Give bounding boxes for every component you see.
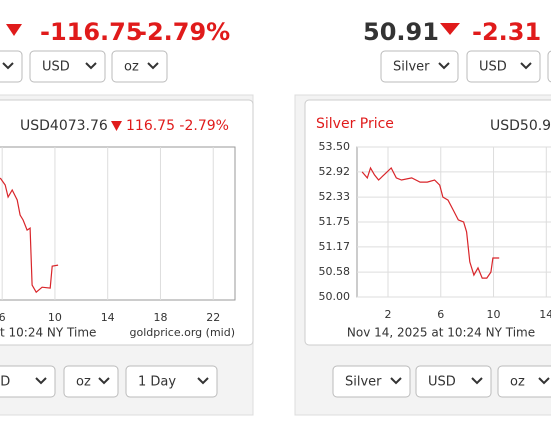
select-label[interactable]: SD [0,375,10,390]
select[interactable] [0,365,56,398]
y-tick-label: 53.50 [319,140,351,153]
x-tick-label: 6 [0,311,6,324]
select-label[interactable]: Silver [393,60,430,75]
select[interactable] [29,50,106,83]
select-chevron[interactable] [438,62,450,70]
down-arrow [440,23,460,35]
select-chevron[interactable] [2,62,14,70]
price-line [361,166,500,279]
select[interactable] [466,50,541,83]
select-chevron[interactable] [197,377,209,385]
select-label[interactable]: USD [42,60,70,75]
x-tick-label: 22 [206,311,220,324]
select-chevron[interactable] [147,62,159,70]
select-chevron[interactable] [390,377,402,385]
select-label[interactable]: oz [510,375,525,390]
select[interactable] [497,365,551,398]
select-chevron[interactable] [520,62,532,70]
gold-change: -116.75 [40,18,143,46]
price-line [0,177,59,294]
select[interactable] [547,50,551,83]
x-tick-label: 14 [539,308,551,321]
chart-footer: t 10:24 NY Time [0,326,96,340]
select-chevron[interactable] [85,62,97,70]
plot-area [0,146,236,301]
select-chevron[interactable] [538,377,550,385]
x-tick-label: 10 [487,308,501,321]
chart-source: goldprice.org (mid) [130,326,236,339]
gold-price: USD4073.76 [20,118,108,134]
x-tick-label: 2 [385,308,392,321]
select-label[interactable]: oz [76,375,91,390]
select[interactable] [0,50,23,83]
select[interactable] [415,365,492,398]
select-label[interactable]: 1 Day [138,375,176,390]
x-tick-label: 6 [437,308,444,321]
chart-footer: Nov 14, 2025 at 10:24 NY Time [347,326,535,340]
down-arrow [6,24,22,36]
chart-title: Silver Price [316,116,394,132]
select-chevron[interactable] [35,377,47,385]
gold-header-change: 116.75 -2.79% [126,118,229,134]
select-label[interactable]: Silver [345,375,382,390]
x-tick-label: 10 [48,311,62,324]
select-chevron[interactable] [98,377,110,385]
select-label[interactable]: USD [479,60,507,75]
dynamic-layer: USD oz Silver USD SD oz 1 Day Silver USD oz 6 10 14 1… [0,50,551,398]
y-tick-label: 51.75 [319,215,351,228]
select[interactable] [125,365,218,398]
x-tick-label: 14 [101,311,115,324]
y-tick-label: 52.33 [319,190,351,203]
select[interactable] [111,50,168,83]
select[interactable] [63,365,119,398]
select-label[interactable]: USD [428,375,456,390]
select[interactable] [332,365,411,398]
select-chevron[interactable] [471,377,483,385]
y-tick-label: 50.00 [319,290,351,303]
y-tick-label: 52.92 [319,165,351,178]
y-tick-label: 50.58 [319,265,351,278]
select[interactable] [380,50,459,83]
y-tick-label: 51.17 [319,240,351,253]
silver-price: 50.91 [363,18,439,46]
gold-change-percent: -2.79% [137,18,230,46]
down-arrow [111,121,122,131]
x-tick-label: 18 [153,311,167,324]
silver-change: -2.31 [472,18,541,46]
select-label[interactable]: oz [124,60,139,75]
silver-header-price: USD50.9 [490,118,551,134]
